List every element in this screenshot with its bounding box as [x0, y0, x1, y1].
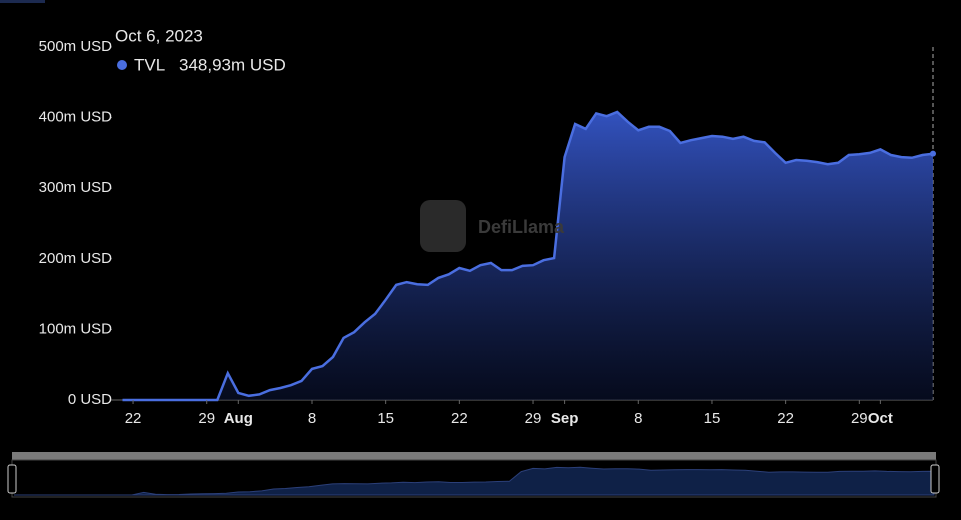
x-tick-label: 29 — [851, 410, 868, 427]
slider-handle[interactable] — [7, 464, 17, 494]
range-slider[interactable] — [7, 452, 940, 498]
y-tick-label: 200m USD — [39, 250, 113, 267]
x-tick-label: 8 — [634, 410, 642, 427]
tooltip-series: TVL — [134, 55, 165, 74]
tooltip-value: 348,93m USD — [179, 55, 286, 74]
y-tick-label: 300m USD — [39, 179, 113, 196]
x-tick-label: 29 — [525, 410, 542, 427]
tooltip-date: Oct 6, 2023 — [115, 26, 203, 45]
y-tick-label: 0 USD — [68, 391, 112, 408]
x-tick-label: 8 — [308, 410, 316, 427]
x-tick-label: 22 — [777, 410, 794, 427]
x-tick-label: 15 — [377, 410, 394, 427]
tooltip-dot — [117, 60, 127, 70]
overview-area — [14, 466, 935, 496]
x-tick-label: Oct — [868, 410, 893, 427]
area — [122, 112, 933, 400]
x-tick-label: 15 — [704, 410, 721, 427]
x-tick-label: 22 — [451, 410, 468, 427]
slider-bar[interactable] — [12, 452, 936, 460]
top-tab — [0, 0, 45, 3]
watermark-text: DefiLlama — [478, 217, 565, 237]
watermark: DefiLlama — [420, 200, 565, 252]
y-tick-label: 400m USD — [39, 109, 113, 126]
y-tick-label: 500m USD — [39, 38, 113, 55]
x-tick-label: Sep — [551, 410, 579, 427]
line — [122, 110, 934, 402]
y-tick-label: 100m USD — [39, 320, 113, 337]
hover-point — [930, 150, 936, 157]
x-tick-label: 22 — [125, 410, 142, 427]
slider-handle[interactable] — [930, 464, 940, 494]
x-tick-label: 29 — [198, 410, 215, 427]
x-tick-label: Aug — [224, 410, 253, 427]
